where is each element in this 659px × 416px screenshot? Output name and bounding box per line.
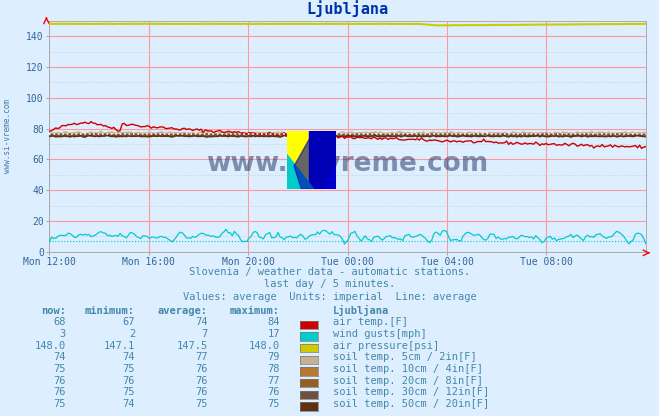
Text: 84: 84 [268,317,280,327]
Text: Values: average  Units: imperial  Line: average: Values: average Units: imperial Line: av… [183,292,476,302]
Text: 75: 75 [123,364,135,374]
Text: 75: 75 [53,399,66,409]
Text: Ljubljana: Ljubljana [333,305,389,316]
Text: 68: 68 [53,317,66,327]
Text: 76: 76 [268,387,280,397]
Text: minimum:: minimum: [85,306,135,316]
Text: air pressure[psi]: air pressure[psi] [333,341,439,351]
Text: 74: 74 [123,352,135,362]
Text: average:: average: [158,306,208,316]
Text: 148.0: 148.0 [249,341,280,351]
Text: soil temp. 50cm / 20in[F]: soil temp. 50cm / 20in[F] [333,399,489,409]
Title: Ljubljana: Ljubljana [306,0,389,17]
Text: 77: 77 [268,376,280,386]
Text: www.si-vreme.com: www.si-vreme.com [3,99,13,173]
Polygon shape [309,131,336,189]
Text: 7: 7 [202,329,208,339]
Text: 76: 76 [195,387,208,397]
Text: 74: 74 [123,399,135,409]
Text: 76: 76 [53,387,66,397]
Text: 75: 75 [268,399,280,409]
Text: 76: 76 [53,376,66,386]
Text: maximum:: maximum: [230,306,280,316]
Text: now:: now: [41,306,66,316]
Text: 74: 74 [195,317,208,327]
Text: soil temp. 20cm / 8in[F]: soil temp. 20cm / 8in[F] [333,376,483,386]
Text: 78: 78 [268,364,280,374]
Text: last day / 5 minutes.: last day / 5 minutes. [264,279,395,289]
Text: soil temp. 30cm / 12in[F]: soil temp. 30cm / 12in[F] [333,387,489,397]
Polygon shape [294,131,336,189]
Text: 75: 75 [195,399,208,409]
Text: soil temp. 5cm / 2in[F]: soil temp. 5cm / 2in[F] [333,352,476,362]
Text: 75: 75 [123,387,135,397]
Text: 17: 17 [268,329,280,339]
Text: 79: 79 [268,352,280,362]
Text: 147.1: 147.1 [104,341,135,351]
Text: www.si-vreme.com: www.si-vreme.com [206,151,489,177]
Text: 76: 76 [195,376,208,386]
Text: 74: 74 [53,352,66,362]
Text: 148.0: 148.0 [35,341,66,351]
Text: 76: 76 [195,364,208,374]
Text: air temp.[F]: air temp.[F] [333,317,408,327]
Text: soil temp. 10cm / 4in[F]: soil temp. 10cm / 4in[F] [333,364,483,374]
Text: 67: 67 [123,317,135,327]
Text: 147.5: 147.5 [177,341,208,351]
Text: Slovenia / weather data - automatic stations.: Slovenia / weather data - automatic stat… [189,267,470,277]
Text: 2: 2 [129,329,135,339]
Text: wind gusts[mph]: wind gusts[mph] [333,329,426,339]
Text: 75: 75 [53,364,66,374]
Text: 3: 3 [60,329,66,339]
Text: 76: 76 [123,376,135,386]
Text: 77: 77 [195,352,208,362]
Polygon shape [287,154,314,189]
